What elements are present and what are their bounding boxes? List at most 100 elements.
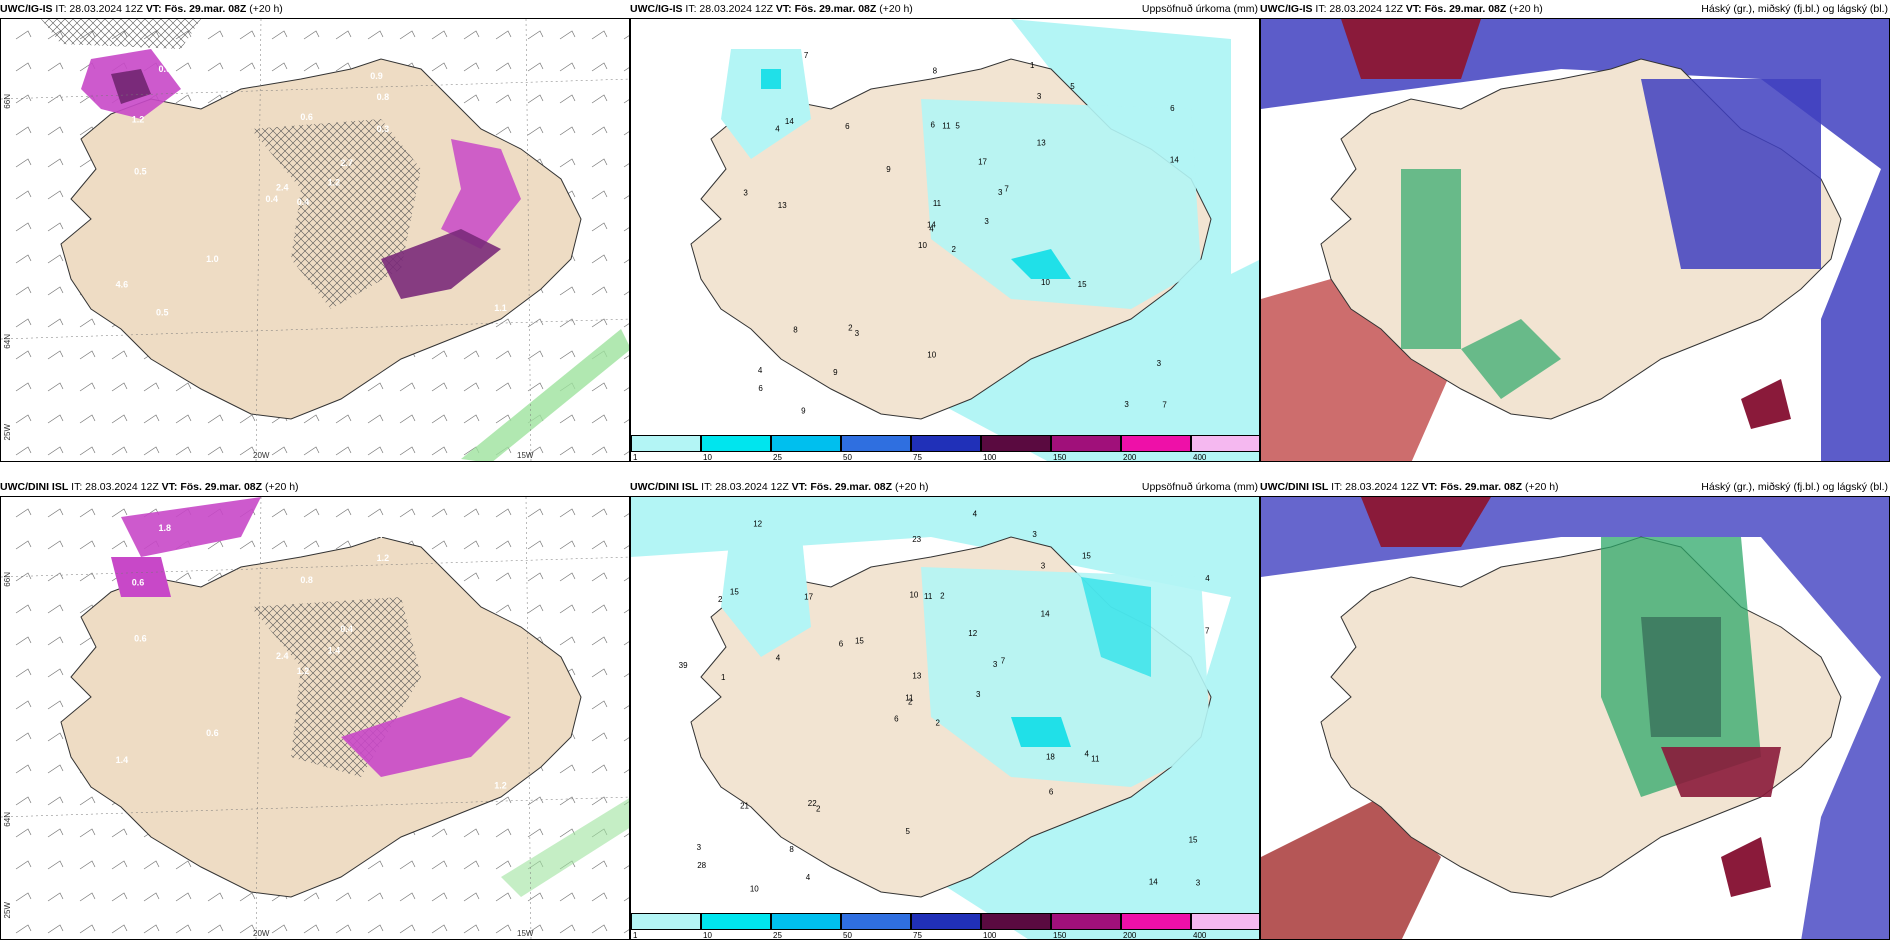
wind-barb: [591, 286, 608, 296]
axis-label-lon: 25W: [3, 902, 12, 919]
wind-barb: [111, 350, 128, 360]
precip-value: 17: [804, 592, 813, 601]
wind-barb: [495, 414, 512, 424]
map-precip[interactable]: 2 4 4 4 3 3 1 5 3 3 7 7 13 6 10 13 9 6 17 8 9 6 9 11 7 15 14 8 3 10 14…: [630, 18, 1260, 462]
precip-value: 2: [935, 719, 940, 728]
precip-value: 7: [1162, 401, 1167, 410]
wind-barb: [495, 828, 512, 838]
colorbar-tick-label: 10: [703, 931, 712, 940]
map-clouds[interactable]: [1260, 496, 1890, 940]
wind-barb: [623, 737, 629, 742]
colorbar-tick-label: 100: [983, 931, 997, 940]
wind-barb: [175, 446, 192, 456]
wind-barb: [47, 796, 64, 806]
wind-barb: [143, 382, 160, 392]
colorbar-swatch: [981, 913, 1051, 930]
wind-barb: [239, 446, 256, 456]
wind-barb: [463, 414, 480, 424]
precip-value: 12: [753, 520, 762, 529]
map-wind-icing[interactable]: 1.2 0.6 2.4 1.4 0.4 0.6 0.4 0.8 1.2 1.4 1.8 1.2 0.6 0…: [0, 496, 630, 940]
wind-barb: [431, 382, 448, 392]
wind-barb: [431, 540, 448, 550]
wind-barb: [559, 350, 576, 360]
precip-value: 15: [730, 587, 739, 596]
icing-value: 1.4: [116, 755, 129, 765]
wind-barb: [527, 508, 544, 518]
wind-barb: [15, 700, 32, 710]
map-wind-icing[interactable]: 0.4 1.2 2.4 4.6 2.7 1.0 0.9 0.6 0.8 1.2 0.6 1.1 0.5 0…: [0, 18, 630, 462]
colorbar-tick-label: 150: [1053, 453, 1067, 462]
wind-barb: [591, 414, 608, 424]
precip-value: 2: [908, 697, 913, 706]
wind-barb: [47, 700, 64, 710]
wind-barb: [591, 508, 608, 518]
wind-barb: [367, 382, 384, 392]
wind-barb: [47, 254, 64, 264]
map-precip[interactable]: 2 2 2 3 3 2 3 2 3 3 12 3 1 4 6 14 10 10 12 21 15 28 8 11 7 11 15 23…: [630, 496, 1260, 940]
wind-barb: [15, 318, 32, 328]
precip-value: 6: [839, 639, 844, 648]
wind-barb: [47, 446, 64, 456]
wind-barb: [559, 286, 576, 296]
precip-value: 5: [955, 121, 960, 130]
icing-value: 1.1: [494, 303, 507, 313]
precip-value: 6: [1049, 788, 1054, 797]
wind-barb: [15, 924, 32, 934]
precip-value: 11: [924, 592, 933, 601]
colorbar-tick-label: 25: [773, 931, 782, 940]
wind-barb: [335, 414, 352, 424]
precip-value: 3: [1157, 359, 1162, 368]
wind-barb: [495, 508, 512, 518]
precip-value: 15: [1189, 836, 1198, 845]
wind-barb: [527, 540, 544, 550]
icing-value: 0.8: [300, 575, 313, 585]
wind-barb: [623, 705, 629, 710]
precip-value: 7: [1004, 185, 1009, 194]
precip-value: 4: [973, 509, 978, 518]
axis-label-lat: 64N: [3, 334, 12, 349]
colorbar-swatch: [1121, 435, 1191, 452]
wind-barb: [15, 222, 32, 232]
wind-barb: [47, 158, 64, 168]
wind-barb: [623, 323, 629, 328]
wind-barb: [559, 572, 576, 582]
wind-barb: [623, 163, 629, 168]
icing-value: 1.2: [494, 781, 507, 791]
wind-barb: [15, 732, 32, 742]
wind-barb: [559, 764, 576, 774]
wind-barb: [335, 508, 352, 518]
wind-barb: [463, 828, 480, 838]
axis-label-lon: 15W: [517, 451, 534, 460]
wind-barb: [399, 414, 416, 424]
colorbar-tick-label: 50: [843, 453, 852, 462]
wind-barb: [271, 540, 288, 550]
precip-value: 3: [993, 660, 998, 669]
wind-barb: [463, 572, 480, 582]
icing-value: 0.9: [370, 71, 383, 81]
map-clouds[interactable]: [1260, 18, 1890, 462]
wind-barb: [47, 222, 64, 232]
precip-value: 9: [801, 407, 806, 416]
precip-value: 7: [804, 51, 809, 60]
precip-value: 7: [1205, 627, 1210, 636]
wind-barb: [47, 732, 64, 742]
wind-barb: [431, 30, 448, 40]
wind-barb: [111, 892, 128, 902]
precip-value: 3: [855, 329, 860, 338]
wind-barb: [111, 828, 128, 838]
wind-barb: [463, 94, 480, 104]
wind-barb: [79, 796, 96, 806]
wind-barb: [623, 259, 629, 264]
axis-label-lon: 20W: [253, 929, 270, 938]
precip-value: 22: [808, 799, 817, 808]
icing-value: 0.4: [297, 197, 310, 207]
precip-value: 14: [785, 117, 794, 126]
wind-barb: [143, 892, 160, 902]
wind-barb: [495, 126, 512, 136]
icing-value: 0.6: [132, 577, 145, 587]
axis-label-lon: 25W: [3, 424, 12, 441]
wind-barb: [591, 446, 608, 456]
wind-barb: [559, 318, 576, 328]
wind-barb: [623, 833, 629, 838]
wind-barb: [15, 190, 32, 200]
